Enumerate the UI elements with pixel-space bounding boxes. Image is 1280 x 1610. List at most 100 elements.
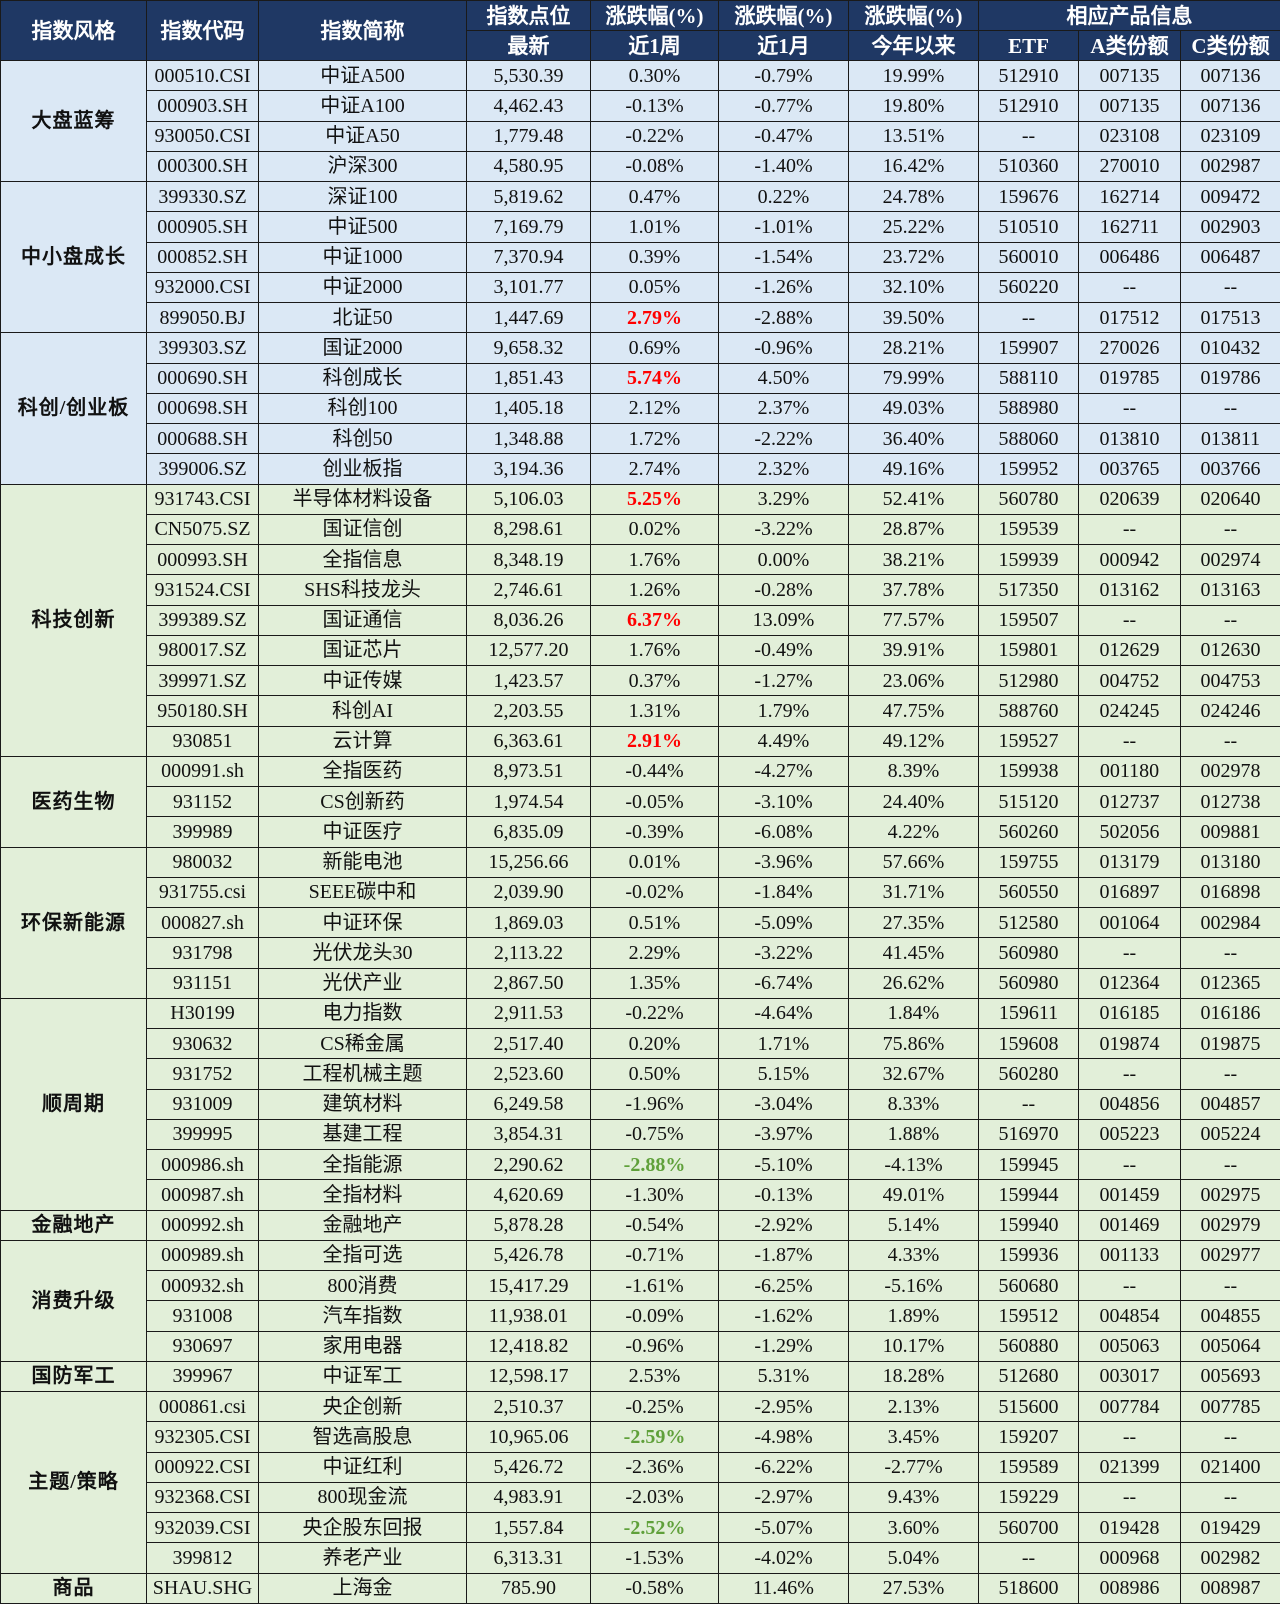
change-month-cell: -6.25% [718,1269,849,1302]
change-month-cell: -1.27% [718,664,849,697]
change-ytd-cell: 39.50% [848,301,979,334]
change-ytd-cell: -4.13% [848,1148,979,1181]
a-share-code-cell: 016185 [1078,997,1181,1030]
change-month-cell: -1.40% [718,150,849,183]
index-name-cell: 建筑材料 [258,1088,467,1120]
index-level-cell: 8,036.26 [466,604,591,636]
change-month-cell: -2.97% [718,1481,849,1514]
index-level-cell: 5,106.03 [466,483,591,515]
change-week-cell: 6.37% [590,604,719,636]
table-row: 大盘蓝筹 000510.CSI 中证A500 5,530.39 0.30% -0.79% 1… [0,59,1280,182]
change-week-cell: -0.22% [590,120,719,152]
index-level-cell: 4,620.69 [466,1179,591,1211]
index-code-cell: 399303.SZ [146,332,259,364]
etf-code-cell: 560980 [978,967,1079,999]
table-row: 000986.sh 全指能源 2,290.62 -2.88% -5.10% -4.13% 1… [1,1148,1280,1181]
etf-code-cell: -- [978,301,1079,334]
change-ytd-cell: 28.87% [848,513,979,546]
index-code-cell: 000510.CSI [146,59,259,92]
etf-code-cell: 159589 [978,1451,1079,1483]
index-level-cell: 1,779.48 [466,120,591,152]
c-share-code-cell: 024246 [1179,695,1280,727]
change-ytd-cell: 31.71% [848,876,979,909]
index-code-cell: 000991.sh [146,755,259,788]
index-name-cell: 中证2000 [258,271,467,304]
change-month-cell: -3.22% [718,513,849,546]
a-share-code-cell: 001133 [1078,1239,1181,1272]
c-share-code-cell: -- [1179,937,1280,969]
change-month-cell: 0.00% [718,543,849,576]
a-share-code-cell: -- [1078,1269,1181,1302]
table-row: 000987.sh 全指材料 4,620.69 -1.30% -0.13% 49.01% 1… [1,1179,1280,1211]
table-row: 930851 云计算 6,363.61 2.91% 4.49% 49.12% 159527-… [1,725,1280,757]
etf-code-cell: 560680 [978,1269,1079,1302]
change-ytd-cell: 39.91% [848,634,979,667]
change-week-cell: -1.53% [590,1542,719,1574]
index-name-cell: 智选高股息 [258,1421,467,1453]
etf-code-cell: 159611 [978,997,1079,1030]
index-level-cell: 15,256.66 [466,846,591,878]
index-level-cell: 12,418.82 [466,1330,591,1362]
etf-code-cell: 588110 [978,362,1079,394]
index-code-cell: SHAU.SHG [146,1572,259,1604]
index-name-cell: 中证1000 [258,241,467,273]
index-name-cell: 半导体材料设备 [258,483,467,515]
index-level-cell: 3,194.36 [466,453,591,485]
index-name-cell: 中证军工 [258,1360,467,1393]
c-share-code-cell: -- [1179,725,1280,757]
change-month-cell: -2.22% [718,422,849,455]
change-week-cell: -0.08% [590,150,719,183]
header-style: 指数风格 [0,0,147,61]
change-ytd-cell: 23.72% [848,241,979,273]
change-ytd-cell: 24.78% [848,180,979,213]
change-month-cell: -3.96% [718,846,849,878]
change-ytd-cell: 49.12% [848,725,979,757]
etf-code-cell: 588760 [978,695,1079,727]
c-share-code-cell: 004857 [1179,1088,1280,1120]
index-level-cell: 1,405.18 [466,392,591,425]
change-ytd-cell: -5.16% [848,1269,979,1302]
table-row: 000932.sh 800消费 15,417.29 -1.61% -6.25% -5.16… [1,1269,1280,1302]
table-row: 932039.CSI 央企股东回报 1,557.84 -2.52% -5.07% 3.60… [1,1511,1280,1544]
etf-code-cell: 560550 [978,876,1079,909]
etf-code-cell: 515600 [978,1390,1079,1423]
header-c-share: C类份额 [1179,30,1280,61]
index-name-cell: 新能电池 [258,846,467,878]
c-share-code-cell: 013180 [1179,846,1280,878]
index-code-cell: 000688.SH [146,422,259,455]
a-share-code-cell: 008986 [1078,1572,1181,1604]
change-ytd-cell: 13.51% [848,120,979,152]
change-week-cell: 5.25% [590,483,719,515]
change-week-cell: -0.71% [590,1239,719,1272]
etf-code-cell: 515120 [978,785,1079,818]
a-share-code-cell: 270010 [1078,150,1181,183]
change-week-cell: -1.96% [590,1088,719,1120]
table-row: 消费升级 000989.sh 全指可选 5,426.78 -0.71% -1.87% 4.3… [0,1239,1280,1362]
change-ytd-cell: 32.10% [848,271,979,304]
change-ytd-cell: 52.41% [848,483,979,515]
table-row: 950180.SH 科创AI 2,203.55 1.31% 1.79% 47.75% 588… [1,695,1280,727]
table-header: 指数风格 指数代码 指数简称 指数点位 涨跌幅(%) 涨跌幅(%) 涨跌幅(%)… [0,0,1280,61]
change-ytd-cell: 8.39% [848,755,979,788]
c-share-code-cell: 013163 [1179,574,1280,606]
etf-code-cell: 588980 [978,392,1079,425]
table-row: 399995 基建工程 3,854.31 -0.75% -3.97% 1.88% 51697… [1,1118,1280,1151]
index-code-cell: 930851 [146,725,259,757]
c-share-code-cell: -- [1179,1269,1280,1302]
change-month-cell: 4.49% [718,725,849,757]
change-week-cell: -0.39% [590,816,719,848]
a-share-code-cell: 001064 [1078,906,1181,939]
etf-code-cell: 560220 [978,271,1079,304]
table-row: 399006.SZ 创业板指 3,194.36 2.74% 2.32% 49.16% 159… [1,453,1280,485]
index-code-cell: 399812 [146,1542,259,1574]
a-share-code-cell: 017512 [1078,301,1181,334]
change-week-cell: 2.53% [590,1360,719,1393]
change-week-cell: -0.22% [590,997,719,1030]
table-row: 931152 CS创新药 1,974.54 -0.05% -3.10% 24.40% 515… [1,785,1280,818]
a-share-code-cell: -- [1078,513,1181,546]
a-share-code-cell: 024245 [1078,695,1181,727]
etf-code-cell: 159907 [978,332,1079,364]
change-week-cell: -0.13% [590,90,719,122]
index-name-cell: 科创50 [258,422,467,455]
change-week-cell: 0.69% [590,332,719,364]
